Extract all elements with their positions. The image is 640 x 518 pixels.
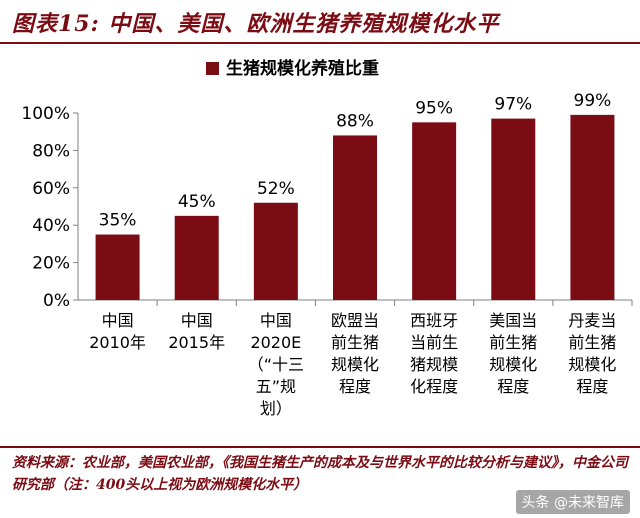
bar-chart: 生猪规模化养殖比重 0% 20% 40% 60% 80% 100% 35% 中国 2010年 45%… (21, 58, 633, 418)
x-tick-label: 前生猪 (489, 333, 537, 352)
x-tick-label: 美国当 (489, 311, 537, 330)
data-label: 88% (336, 111, 374, 131)
bar (95, 234, 140, 300)
y-tick-label: 60% (32, 179, 70, 199)
x-tick-label: （“十三 (248, 355, 304, 374)
x-tick-label: 前生猪 (331, 333, 379, 352)
x-tick-label: 五”规 (256, 377, 296, 396)
title-bar: 图表15: 中国、美国、欧洲生猪养殖规模化水平 (0, 0, 640, 44)
x-tick-label: 前生猪 (568, 333, 616, 352)
x-tick-label: 程度 (576, 377, 608, 396)
y-tick-label: 80% (32, 141, 70, 161)
bar (412, 122, 457, 300)
x-tick-label: 程度 (339, 377, 371, 396)
x-tick-label: 2015年 (168, 333, 225, 352)
legend-label: 生猪规模化养殖比重 (226, 58, 379, 79)
data-label: 97% (494, 95, 532, 115)
x-tick-label: 2010年 (89, 333, 146, 352)
data-label: 99% (574, 91, 612, 111)
y-tick-label: 40% (32, 216, 70, 236)
watermark: 头条 @未来智库 (515, 490, 630, 514)
x-tick-label: 化程度 (410, 377, 458, 396)
y-tick-label: 0% (43, 291, 70, 311)
y-tick-label: 20% (32, 254, 70, 274)
bar (333, 135, 377, 300)
x-tick-label: 中国 (181, 311, 213, 330)
watermark-text: 头条 @未来智库 (521, 495, 624, 511)
x-tick-label: 当前生 (410, 333, 458, 352)
x-tick-label: 中国 (102, 311, 134, 330)
bar (491, 118, 536, 300)
bar (174, 215, 219, 300)
x-tick-label: 规模化 (331, 355, 379, 374)
x-tick-label: 2020E (250, 333, 301, 352)
x-tick-label: 丹麦当 (568, 311, 616, 330)
bar (253, 202, 298, 300)
x-tick-label: 划） (260, 399, 292, 418)
x-tick-label: 规模化 (568, 355, 616, 374)
title-rule (0, 42, 640, 44)
x-tick-label: 规模化 (489, 355, 537, 374)
data-label: 35% (99, 211, 137, 231)
x-tick-label: 程度 (497, 377, 529, 396)
y-tick-label: 100% (21, 104, 70, 124)
x-tick-label: 欧盟当 (331, 311, 379, 330)
legend-swatch (206, 62, 219, 75)
figure-title: 图表15: 中国、美国、欧洲生猪养殖规模化水平 (12, 11, 500, 37)
x-tick-label: 西班牙 (410, 311, 458, 330)
source-note: 资料来源：农业部，美国农业部，《我国生猪生产的成本及与世界水平的比较分析与建议》… (12, 455, 628, 493)
x-tick-label: 猪规模 (410, 355, 458, 374)
bar (570, 114, 615, 301)
data-label: 95% (415, 98, 453, 118)
source-rule (0, 446, 640, 448)
data-label: 52% (257, 179, 295, 199)
data-label: 45% (178, 192, 216, 212)
x-tick-label: 中国 (260, 311, 292, 330)
